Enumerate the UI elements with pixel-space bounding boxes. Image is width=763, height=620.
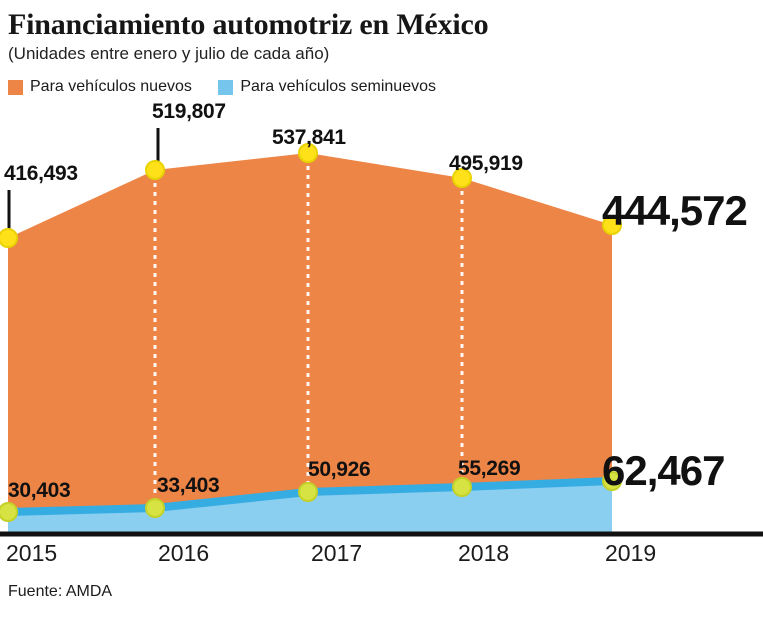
x-tick-2018: 2018 xyxy=(458,540,510,566)
chart-source: Fuente: AMDA xyxy=(8,583,113,600)
value-label-nuevos-2017: 537,841 xyxy=(272,126,346,149)
value-label-nuevos-2015: 416,493 xyxy=(4,162,78,185)
markers-series-seminuevos xyxy=(0,471,622,522)
value-label-nuevos-2018: 495,919 xyxy=(449,152,523,175)
value-label-nuevos-2016: 519,807 xyxy=(152,100,226,123)
legend-item-nuevos: Para vehículos nuevos xyxy=(8,78,192,96)
value-label-seminuevos-2015: 30,403 xyxy=(8,479,71,502)
x-tick-2016: 2016 xyxy=(158,540,210,566)
page-title: Financiamiento automotriz en México xyxy=(8,8,489,41)
chart-legend: Para vehículos nuevos Para vehículos sem… xyxy=(8,78,458,100)
markers-series-nuevos xyxy=(0,143,622,248)
page-subtitle: (Unidades entre enero y julio de cada añ… xyxy=(8,44,330,63)
legend-item-seminuevos: Para vehículos seminuevos xyxy=(218,78,436,96)
value-label-seminuevos-2016: 33,403 xyxy=(157,474,220,497)
value-label-seminuevos-2019: 62,467 xyxy=(602,447,725,494)
x-tick-2015: 2015 xyxy=(6,540,58,566)
category-guide-lines xyxy=(153,157,464,505)
legend-swatch-seminuevos xyxy=(218,79,234,95)
legend-label-seminuevos: Para vehículos seminuevos xyxy=(240,78,436,95)
legend-swatch-nuevos xyxy=(8,79,23,95)
x-tick-2019: 2019 xyxy=(605,540,657,566)
x-tick-2017: 2017 xyxy=(311,540,363,566)
legend-label-nuevos: Para vehículos nuevos xyxy=(30,78,192,95)
value-label-nuevos-2019: 444,572 xyxy=(602,187,748,234)
value-label-seminuevos-2017: 50,926 xyxy=(308,458,371,481)
value-label-seminuevos-2018: 55,269 xyxy=(458,457,521,480)
